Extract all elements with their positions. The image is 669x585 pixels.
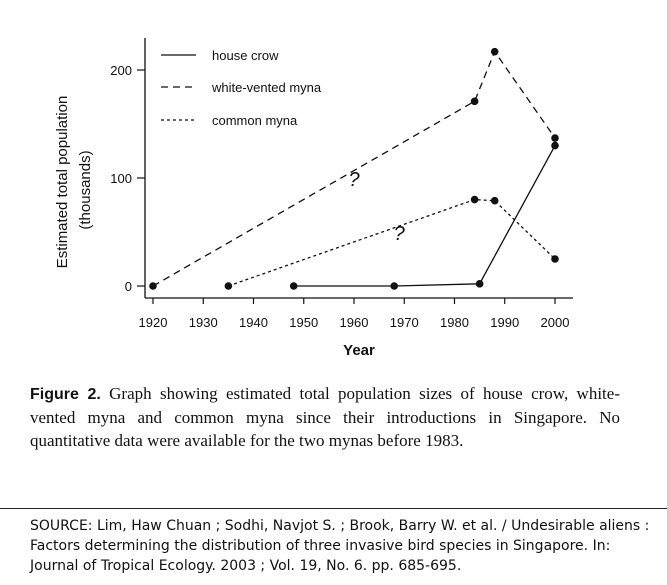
y-tick-label-0: 0 bbox=[125, 279, 132, 294]
x-tick-label-1980: 1980 bbox=[440, 315, 469, 330]
point-house-crow-2000 bbox=[551, 141, 559, 150]
y-axis-label: Estimated total population bbox=[54, 96, 71, 269]
x-tick-label-1920: 1920 bbox=[139, 315, 168, 330]
x-tick-label-1950: 1950 bbox=[289, 315, 318, 330]
caption-text: Graph showing estimated total population… bbox=[30, 384, 620, 450]
legend-label-house-crow: house crow bbox=[212, 48, 279, 63]
point-white-vented-myna-1920 bbox=[149, 282, 157, 290]
point-white-vented-myna-1988 bbox=[490, 47, 499, 56]
point-white-vented-myna-2000 bbox=[551, 134, 559, 142]
y-tick-label-100: 100 bbox=[110, 171, 132, 186]
x-tick-label-1940: 1940 bbox=[239, 315, 268, 330]
x-tick-label-1960: 1960 bbox=[340, 315, 369, 330]
point-house-crow-1968 bbox=[390, 282, 399, 290]
x-tick-label-1930: 1930 bbox=[189, 315, 218, 330]
annotation-question-0: ? bbox=[348, 169, 360, 191]
series-line-house-crow bbox=[293, 145, 556, 287]
figure-label: Figure 2. bbox=[30, 386, 101, 403]
point-common-myna-1988 bbox=[490, 196, 499, 205]
legend-label-white-vented-myna: white-vented myna bbox=[211, 80, 322, 95]
x-tick-label-2000: 2000 bbox=[541, 315, 570, 330]
series-line-white-vented-myna bbox=[152, 50, 556, 287]
y-axis-label-units: (thousands) bbox=[77, 150, 94, 229]
x-tick-label-1970: 1970 bbox=[390, 315, 419, 330]
population-chart: 1920 1930 1940 1950 1960 1970 1980 1990 2000 0 100… bbox=[54, 38, 573, 359]
figure-caption: Figure 2. Graph showing estimated total … bbox=[30, 382, 620, 452]
series-line-common-myna bbox=[228, 198, 556, 287]
x-tick-label-1990: 1990 bbox=[490, 315, 519, 330]
point-white-vented-myna-1984 bbox=[470, 97, 479, 106]
source-divider bbox=[0, 508, 669, 509]
annotation-question-1: ? bbox=[394, 223, 406, 245]
point-common-myna-1984 bbox=[470, 195, 479, 204]
point-house-crow-1948 bbox=[289, 282, 298, 290]
x-axis-label: Year bbox=[343, 342, 375, 359]
point-common-myna-1935 bbox=[224, 282, 233, 290]
point-house-crow-1985 bbox=[475, 280, 484, 288]
source-citation: SOURCE: Lim, Haw Chuan ; Sodhi, Navjot S… bbox=[30, 518, 650, 574]
y-tick-label-200: 200 bbox=[110, 63, 132, 78]
page-edge bbox=[667, 0, 669, 585]
point-common-myna-2000 bbox=[551, 255, 559, 263]
legend-label-common-myna: common myna bbox=[212, 113, 298, 128]
